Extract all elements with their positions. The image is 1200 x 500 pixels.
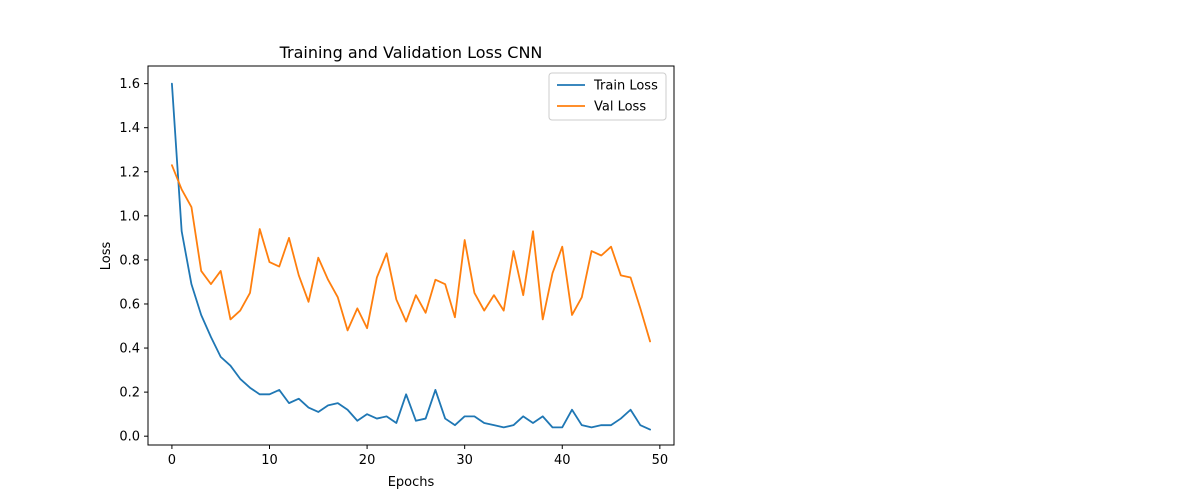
x-tick-label: 30 xyxy=(456,453,473,468)
y-axis-label: Loss xyxy=(99,242,114,271)
x-tick-label: 50 xyxy=(652,453,669,468)
x-axis-label: Epochs xyxy=(388,475,435,490)
y-tick-label: 1.2 xyxy=(119,165,140,180)
y-axis: 0.0 0.2 0.4 0.6 0.8 1.0 1.2 1.4 1.6 xyxy=(119,77,148,445)
x-tick-label: 20 xyxy=(359,453,376,468)
y-tick-label: 1.0 xyxy=(119,209,140,224)
y-tick-label: 1.6 xyxy=(119,77,140,92)
x-tick-label: 40 xyxy=(554,453,571,468)
x-tick-label: 10 xyxy=(261,453,278,468)
y-tick-label: 0.8 xyxy=(119,253,140,268)
y-tick-label: 1.4 xyxy=(119,121,140,136)
plot-area xyxy=(147,65,675,446)
plot-border xyxy=(147,65,675,446)
legend-label-val-loss: Val Loss xyxy=(594,100,646,115)
series-line-train-loss xyxy=(171,82,651,431)
legend-label-train-loss: Train Loss xyxy=(593,79,658,94)
y-tick-label: 0.4 xyxy=(119,342,140,357)
legend: Train Loss Val Loss xyxy=(548,72,667,121)
y-tick-label: 0.2 xyxy=(119,386,140,401)
series-line-val-loss xyxy=(171,164,651,343)
x-tick-label: 0 xyxy=(168,453,176,468)
series-layer xyxy=(171,82,651,431)
x-axis: 0 10 20 30 40 50 xyxy=(168,445,668,468)
y-tick-label: 0.6 xyxy=(119,297,140,312)
y-tick-label: 0.0 xyxy=(119,430,140,445)
chart-title: Training and Validation Loss CNN xyxy=(279,43,543,62)
